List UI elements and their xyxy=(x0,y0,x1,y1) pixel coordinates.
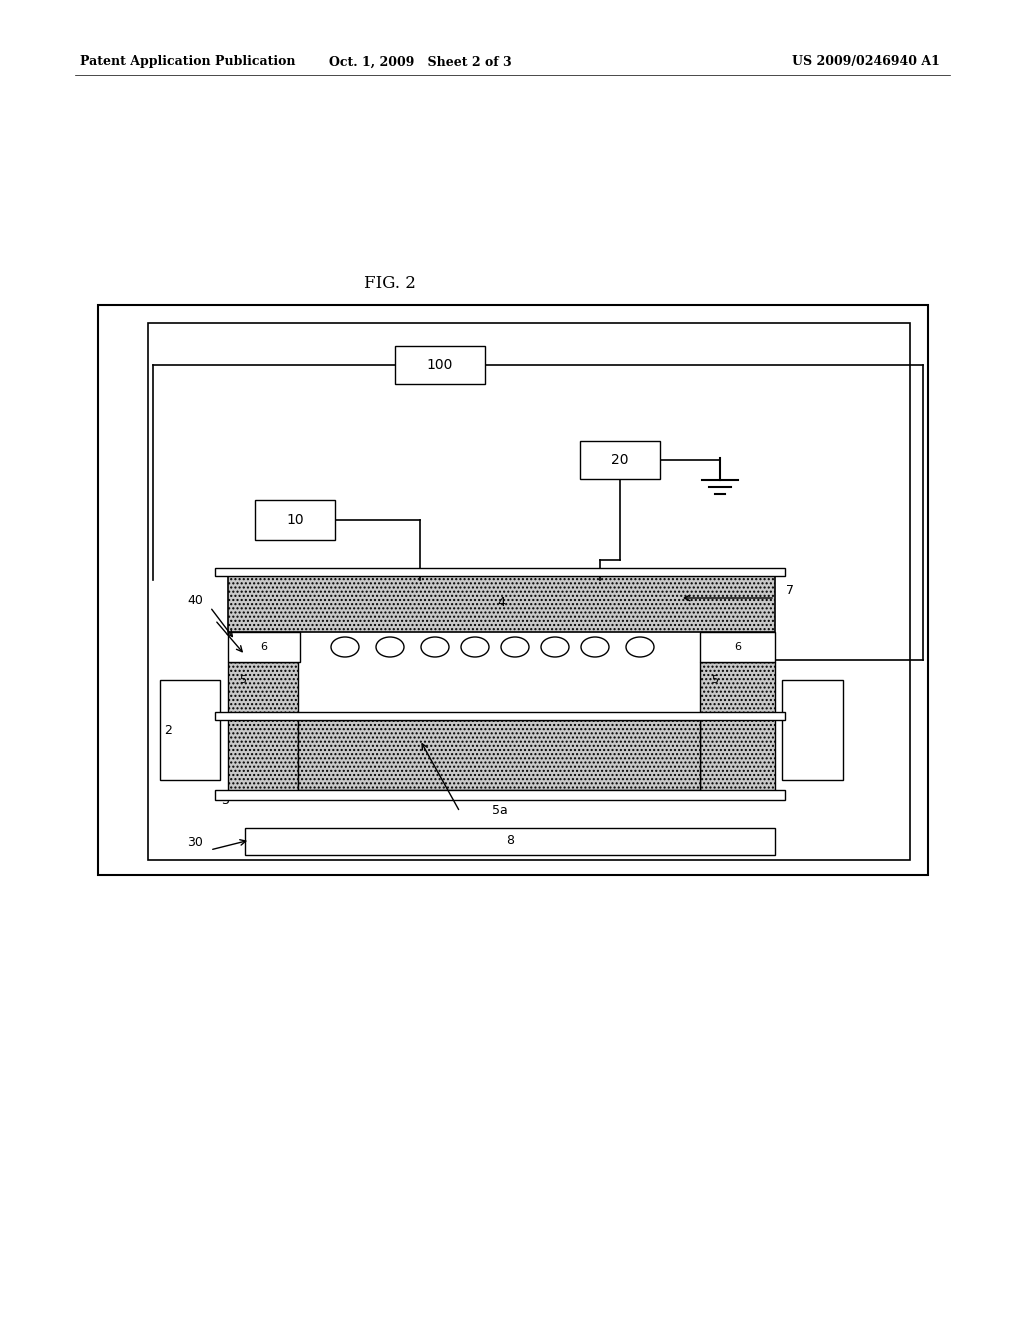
Bar xyxy=(580,441,660,479)
Bar xyxy=(298,719,700,789)
Bar xyxy=(215,789,785,800)
Text: 40: 40 xyxy=(187,594,203,606)
Ellipse shape xyxy=(581,638,609,657)
Bar xyxy=(228,663,298,792)
Ellipse shape xyxy=(626,638,654,657)
Text: Oct. 1, 2009   Sheet 2 of 3: Oct. 1, 2009 Sheet 2 of 3 xyxy=(329,55,511,69)
Text: 20: 20 xyxy=(611,453,629,467)
Ellipse shape xyxy=(421,638,449,657)
Ellipse shape xyxy=(501,638,529,657)
Bar xyxy=(245,828,775,855)
Bar xyxy=(228,576,775,632)
Bar xyxy=(255,500,335,540)
Bar xyxy=(700,663,775,792)
Bar xyxy=(160,680,220,780)
Text: 5: 5 xyxy=(712,675,719,685)
Text: 10: 10 xyxy=(286,513,304,527)
Bar xyxy=(148,323,910,861)
Ellipse shape xyxy=(461,638,489,657)
Bar xyxy=(215,711,785,719)
Ellipse shape xyxy=(541,638,569,657)
Text: 4: 4 xyxy=(498,597,506,610)
Text: 8: 8 xyxy=(506,834,514,847)
Bar xyxy=(395,346,485,384)
Text: Patent Application Publication: Patent Application Publication xyxy=(80,55,296,69)
Ellipse shape xyxy=(376,638,404,657)
Text: 5: 5 xyxy=(240,675,247,685)
Text: 2: 2 xyxy=(164,723,172,737)
Bar xyxy=(228,632,300,663)
Text: FIG. 2: FIG. 2 xyxy=(365,275,416,292)
Text: 30: 30 xyxy=(187,836,203,849)
Bar xyxy=(215,568,785,576)
Text: 6: 6 xyxy=(734,642,741,652)
Bar xyxy=(782,680,843,780)
Text: 100: 100 xyxy=(427,358,454,372)
Ellipse shape xyxy=(331,638,359,657)
Bar xyxy=(98,305,928,875)
Text: 3: 3 xyxy=(221,793,229,807)
Bar xyxy=(700,632,775,663)
Text: 7: 7 xyxy=(786,583,794,597)
Text: US 2009/0246940 A1: US 2009/0246940 A1 xyxy=(793,55,940,69)
Text: 6: 6 xyxy=(260,642,267,652)
Text: 5a: 5a xyxy=(493,804,508,817)
